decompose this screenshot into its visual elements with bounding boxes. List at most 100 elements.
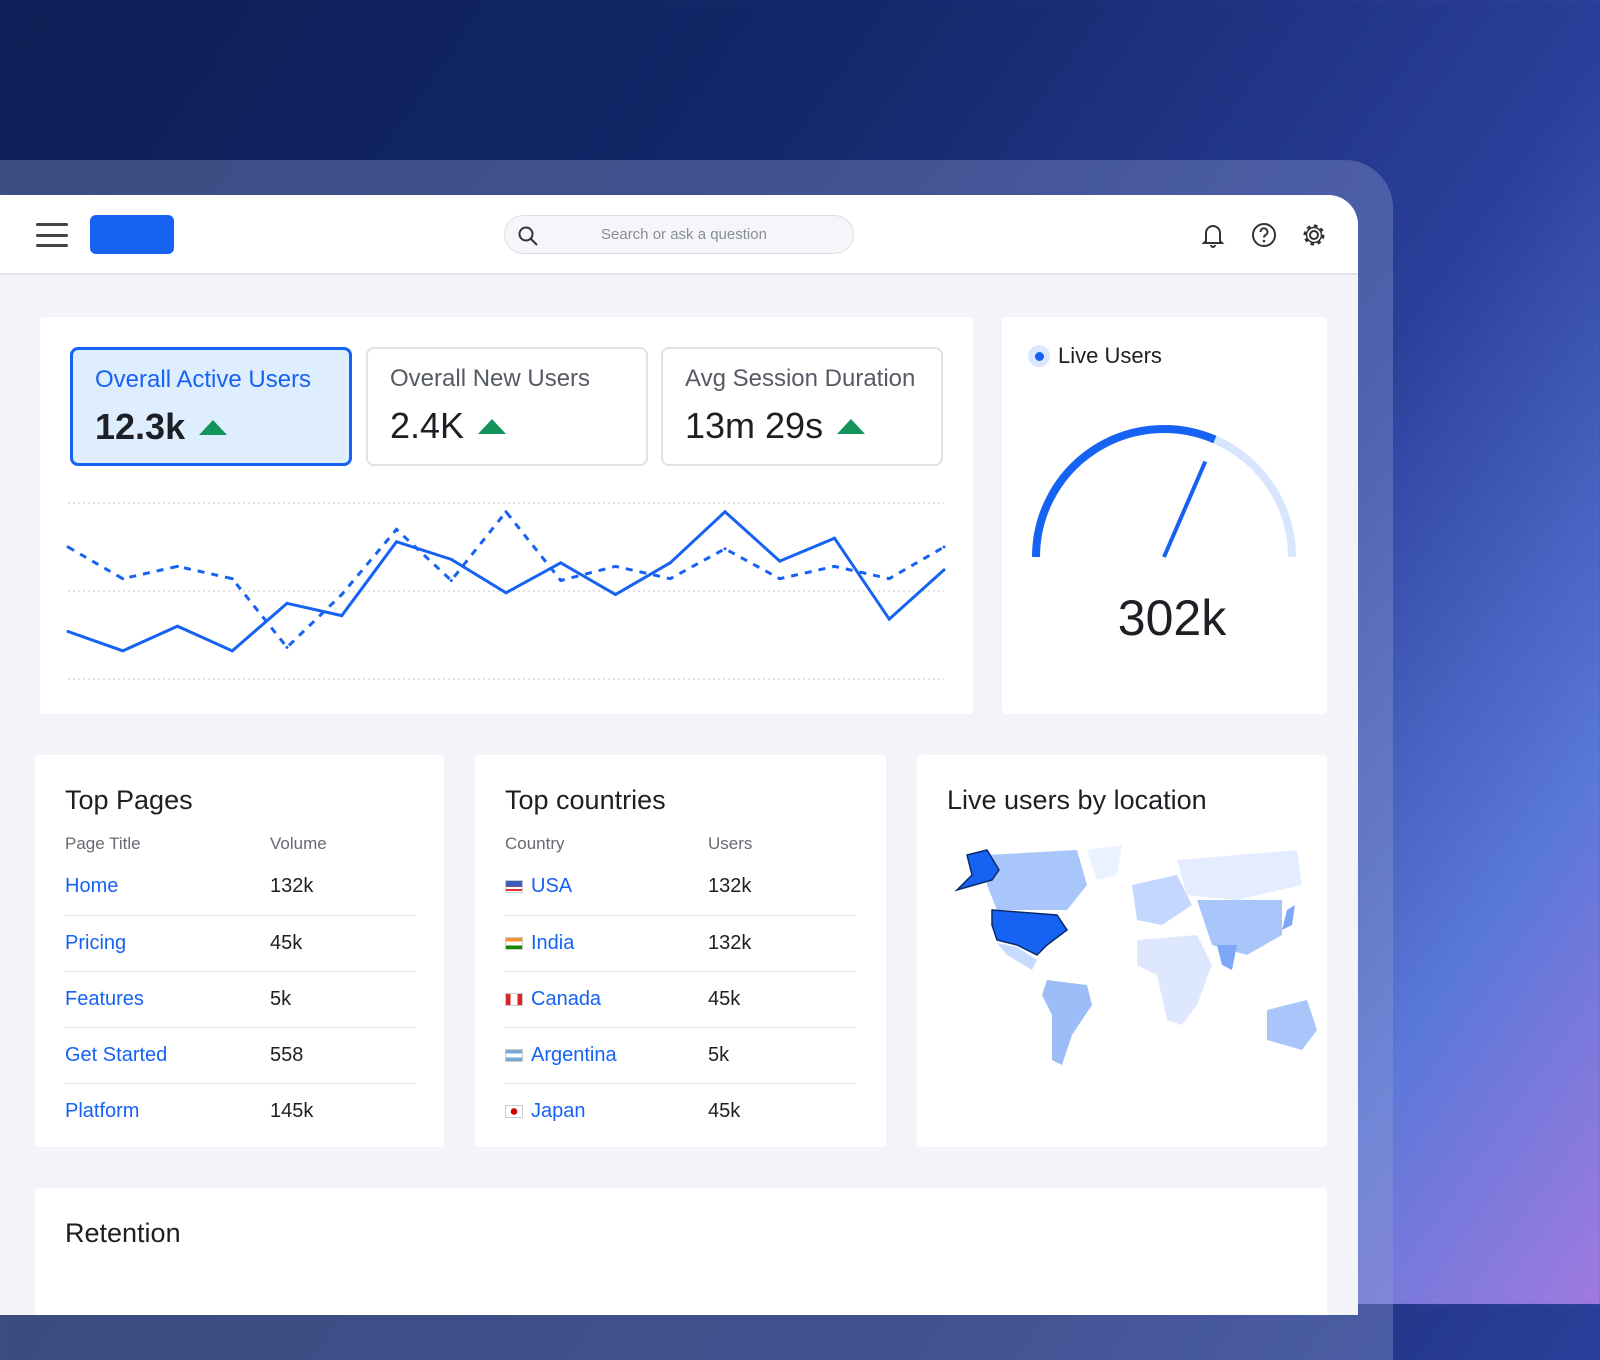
map-region-south-america[interactable] [1042, 980, 1092, 1065]
live-users-card: Live Users 302k [1002, 317, 1327, 714]
map-region-europe[interactable] [1132, 875, 1192, 925]
country-link[interactable]: Japan [531, 1099, 586, 1122]
map-region-japan[interactable] [1282, 905, 1295, 930]
top-pages-card: Top Pages Page Title Volume Home 132k Pric… [35, 755, 444, 1147]
map-region-mexico[interactable] [997, 943, 1037, 970]
data-point [176, 564, 179, 568]
series-line-dashed [67, 509, 945, 650]
country-link[interactable]: Argentina [531, 1043, 617, 1066]
users-cell: 45k [708, 1099, 741, 1122]
gauge-needle [1162, 460, 1208, 558]
table-row: Home 132k [65, 859, 415, 916]
data-point [833, 564, 836, 568]
page-link[interactable]: Home [65, 875, 119, 898]
top-bar: Search or ask a question [0, 195, 1358, 275]
map-region-alaska[interactable] [954, 849, 1000, 892]
data-point [285, 601, 289, 605]
page-link[interactable]: Pricing [65, 931, 127, 954]
table-row: India 132k [505, 915, 855, 972]
data-point [614, 564, 617, 568]
users-cell: 132k [708, 859, 855, 916]
column-header: Page Title [65, 834, 141, 853]
data-point [723, 547, 727, 551]
data-point [504, 510, 508, 514]
table-row: Get Started 558 [65, 1027, 415, 1084]
data-point [778, 577, 782, 581]
live-users-title: Live Users [1058, 343, 1162, 368]
data-point [395, 540, 398, 544]
data-point [340, 593, 344, 597]
data-point [887, 577, 891, 581]
search-input[interactable]: Search or ask a question [504, 215, 854, 254]
top-countries-card: Top countries Country Users USA 132k India… [475, 755, 886, 1147]
kpi-new-users[interactable]: Overall New Users 2.4K [366, 347, 648, 466]
live-dot-icon [1028, 345, 1050, 367]
country-link[interactable]: Canada [531, 987, 602, 1010]
data-point [559, 578, 563, 582]
data-point [614, 593, 617, 597]
map-region-usa[interactable] [991, 909, 1069, 956]
retention-title: Retention [65, 1218, 181, 1248]
bell-icon[interactable] [1200, 221, 1226, 249]
data-point [778, 559, 782, 563]
map-region-india[interactable] [1217, 945, 1237, 970]
kpi-active-users[interactable]: Overall Active Users 12.3k [70, 347, 352, 466]
gauge [1032, 425, 1296, 558]
map-region-russia[interactable] [1177, 850, 1302, 900]
country-link[interactable]: India [531, 931, 575, 954]
page-link[interactable]: Get Started [65, 1043, 168, 1066]
volume-cell: 558 [270, 1027, 415, 1084]
map-region-asia[interactable] [1197, 900, 1282, 955]
data-point [942, 545, 946, 549]
trend-up-icon [837, 418, 866, 434]
volume-cell: 45k [270, 915, 415, 972]
data-point [668, 577, 672, 581]
table-row: Pricing 45k [65, 915, 415, 972]
kpi-value: 13m 29s [685, 405, 824, 446]
data-point [395, 527, 398, 531]
flag-icon [505, 1104, 523, 1118]
flag-icon [505, 1048, 523, 1062]
help-icon[interactable] [1250, 221, 1278, 249]
flag-icon [505, 880, 523, 894]
data-point [942, 568, 946, 572]
line-chart [66, 502, 946, 680]
table-row: USA 132k [505, 859, 855, 916]
table-row: Japan 45k [505, 1083, 855, 1139]
flag-icon [505, 992, 523, 1006]
top-pages-title: Top Pages [65, 785, 193, 815]
kpi-label: Overall Active Users [95, 366, 312, 393]
gauge-fill [1032, 425, 1217, 558]
logo[interactable] [90, 215, 174, 254]
table-row: Argentina 5k [505, 1027, 855, 1084]
users-cell: 5k [708, 1027, 855, 1084]
gear-icon[interactable] [1300, 221, 1328, 249]
table-row: Features 5k [65, 971, 415, 1028]
column-header: Volume [270, 834, 327, 853]
kpi-session-duration[interactable]: Avg Session Duration 13m 29s [661, 347, 943, 466]
page-link[interactable]: Features [65, 987, 144, 1010]
map-region-greenland[interactable] [1087, 845, 1122, 880]
map-region-australia[interactable] [1267, 1000, 1317, 1050]
country-link[interactable]: USA [531, 875, 573, 898]
data-point [285, 645, 289, 649]
volume-cell: 145k [270, 1099, 314, 1122]
world-map[interactable] [937, 845, 1317, 1075]
data-point [504, 591, 508, 595]
data-point [559, 561, 563, 565]
location-map-card: Live users by location [917, 755, 1327, 1147]
page-link[interactable]: Platform [65, 1099, 140, 1122]
flag-icon [505, 936, 523, 950]
trend-up-icon [199, 419, 228, 435]
data-point [121, 649, 125, 653]
analytics-app: Search or ask a question Overall Active … [0, 195, 1358, 1315]
map-region-africa[interactable] [1137, 935, 1212, 1025]
data-point [230, 649, 234, 653]
menu-icon[interactable] [36, 223, 68, 247]
data-point [121, 577, 125, 581]
users-cell: 132k [708, 915, 855, 972]
search-placeholder: Search or ask a question [601, 226, 767, 243]
volume-cell: 132k [270, 859, 415, 916]
top-countries-title: Top countries [505, 785, 666, 815]
map-region-canada[interactable] [987, 850, 1087, 910]
